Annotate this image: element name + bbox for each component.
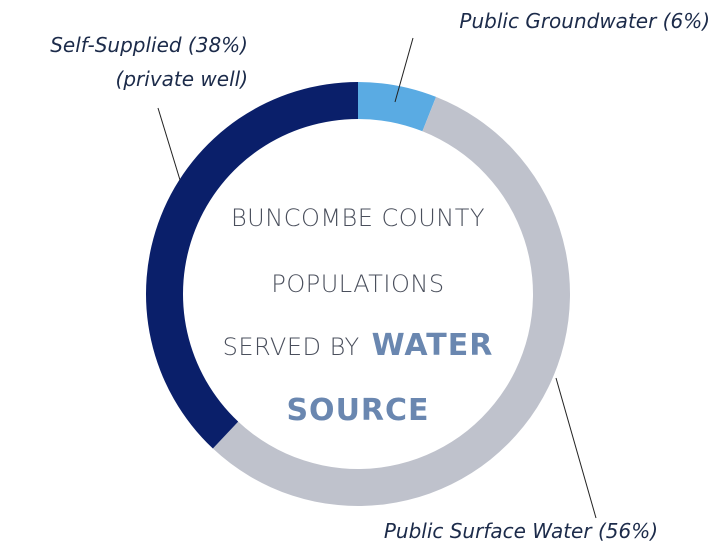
slice [358,82,437,132]
annotation: (private well) [116,67,248,91]
center-title: SERVED BY WATER [223,328,494,363]
slice-label: Public Surface Water (56%) [384,519,658,543]
leader-line [157,107,181,181]
slice-label: Self-Supplied (38%) [50,33,248,57]
center-title: POPULATIONS [271,270,444,298]
slice [212,96,570,507]
leader-line [555,377,597,519]
leader-line [394,37,414,103]
slice-label: Public Groundwater (6%) [459,9,710,33]
center-title: SERVED BY [223,333,360,361]
center-title-emphasis: WATER [372,328,494,363]
center-title-emphasis: SOURCE [286,393,429,428]
slice [146,82,358,449]
center-title: BUNCOMBE COUNTY [231,204,485,232]
slices [146,82,570,507]
